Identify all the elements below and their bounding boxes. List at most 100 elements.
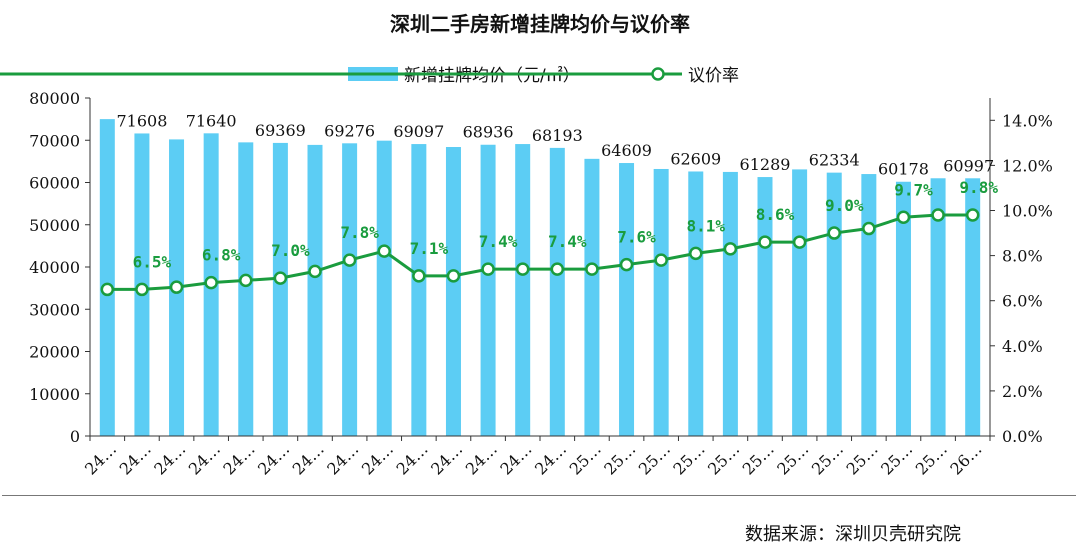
- line-point: [896, 210, 911, 225]
- x-tick-label: 24…: [358, 439, 397, 478]
- x-tick-label: 24…: [150, 439, 189, 478]
- x-tick-label: 25…: [600, 439, 639, 478]
- bar: [342, 143, 358, 436]
- legend-bar-label: 新增挂牌均价（元/㎡）: [404, 66, 580, 86]
- bar: [480, 144, 496, 436]
- line-value-label: 9.0%: [825, 196, 864, 215]
- y-tick-label-left: 10000: [29, 385, 80, 404]
- bar-value-label: 71640: [186, 111, 237, 130]
- line-value-label: 8.6%: [756, 205, 795, 224]
- bar-value-label: 61289: [740, 155, 791, 174]
- x-tick-label: 24…: [116, 439, 155, 478]
- bar-value-label: 64609: [601, 141, 652, 160]
- line-point: [135, 282, 149, 297]
- bar: [376, 140, 392, 437]
- line-point: [862, 221, 876, 236]
- x-tick-label: 24…: [81, 439, 120, 478]
- bar: [930, 178, 946, 436]
- bar: [238, 142, 254, 437]
- x-tick-label: 26…: [946, 439, 985, 478]
- y-tick-label-right: 10.0%: [1002, 202, 1053, 221]
- y-tick-label-left: 30000: [29, 300, 80, 319]
- y-tick-label-left: 60000: [29, 174, 80, 193]
- bar: [895, 181, 911, 436]
- bar: [549, 147, 565, 436]
- x-tick-label: 25…: [669, 439, 708, 478]
- source-note: 数据来源：深圳贝壳研究院: [745, 524, 961, 545]
- y-tick-label-left: 80000: [29, 89, 80, 108]
- line-point: [481, 262, 495, 276]
- line-point: [342, 253, 357, 267]
- y-tick-label-right: 6.0%: [1002, 292, 1043, 311]
- line-series: [100, 208, 980, 297]
- line-point: [723, 242, 738, 256]
- line-point: [377, 244, 391, 258]
- x-tick-label: 25…: [773, 439, 812, 478]
- x-tick-label: 24…: [531, 439, 570, 478]
- line-point: [827, 226, 841, 240]
- bar: [792, 169, 808, 436]
- bar: [411, 144, 427, 436]
- line-point: [689, 246, 703, 261]
- y-tick-label-right: 2.0%: [1002, 382, 1043, 401]
- bar-value-label: 68936: [463, 123, 514, 142]
- x-tick-label: 24…: [323, 439, 362, 478]
- bar: [619, 163, 635, 436]
- y-tick-label-right: 12.0%: [1002, 156, 1053, 175]
- bar: [307, 144, 323, 436]
- x-tick-label: 25…: [566, 439, 605, 478]
- line-value-label: 8.1%: [687, 216, 726, 235]
- line-point: [446, 269, 461, 283]
- x-tick-label: 25…: [808, 439, 847, 478]
- line-point: [100, 282, 115, 297]
- y-tick-label-left: 0: [70, 427, 80, 446]
- line-value-label: 7.0%: [271, 241, 310, 260]
- x-tick-label: 24…: [219, 439, 258, 478]
- line-value-label: 7.4%: [548, 232, 587, 251]
- bar: [445, 147, 461, 436]
- line-value-label: 7.8%: [340, 223, 379, 242]
- line-point: [619, 257, 634, 272]
- x-tick-label: 24…: [289, 439, 328, 478]
- line-point: [204, 275, 218, 290]
- bar-value-label: 60178: [878, 160, 929, 179]
- y-tick-label-right: 8.0%: [1002, 247, 1043, 266]
- bar-value-label: 60997: [943, 156, 994, 175]
- line-point: [412, 269, 426, 283]
- x-tick-label: 25…: [877, 439, 916, 478]
- x-tick-label: 24…: [427, 439, 466, 478]
- legend-line-label: 议价率: [688, 66, 739, 86]
- bar-value-label: 69276: [324, 121, 375, 140]
- line-value-label: 7.1%: [410, 239, 449, 258]
- line-point: [308, 264, 322, 279]
- line-point: [931, 208, 945, 222]
- x-tick-label: 25…: [843, 439, 882, 478]
- bar: [584, 158, 600, 436]
- bar: [861, 174, 877, 437]
- y-tick-label-right: 0.0%: [1002, 427, 1043, 446]
- line-value-label: 7.4%: [479, 232, 518, 251]
- y-tick-label-right: 14.0%: [1002, 111, 1053, 130]
- line-point: [654, 253, 668, 267]
- bar-value-label: 62334: [809, 151, 860, 170]
- legend: 新增挂牌均价（元/㎡） 议价率: [0, 66, 739, 86]
- bar-value-label: 69369: [255, 121, 306, 140]
- bar: [653, 168, 669, 437]
- line-point: [169, 280, 184, 294]
- footer-rule: [2, 495, 1076, 496]
- line-point: [239, 273, 253, 288]
- data-labels: 71608 71640 69369 69276 69097 68936 68193 64609…: [116, 111, 998, 271]
- bar-value-label: 69097: [393, 122, 444, 141]
- line-value-label: 7.6%: [617, 228, 656, 247]
- line-point: [273, 271, 288, 285]
- bar: [99, 119, 115, 436]
- bar: [688, 171, 704, 436]
- line-point: [550, 262, 565, 276]
- bar-value-label: 62609: [670, 149, 721, 168]
- y-tick-label-left: 20000: [29, 343, 80, 362]
- x-tick-label: 25…: [635, 439, 674, 478]
- x-tick-label: 24…: [185, 439, 224, 478]
- line-value-label: 6.5%: [133, 252, 172, 271]
- x-tick-label: 25…: [912, 439, 951, 478]
- line-point: [792, 235, 807, 249]
